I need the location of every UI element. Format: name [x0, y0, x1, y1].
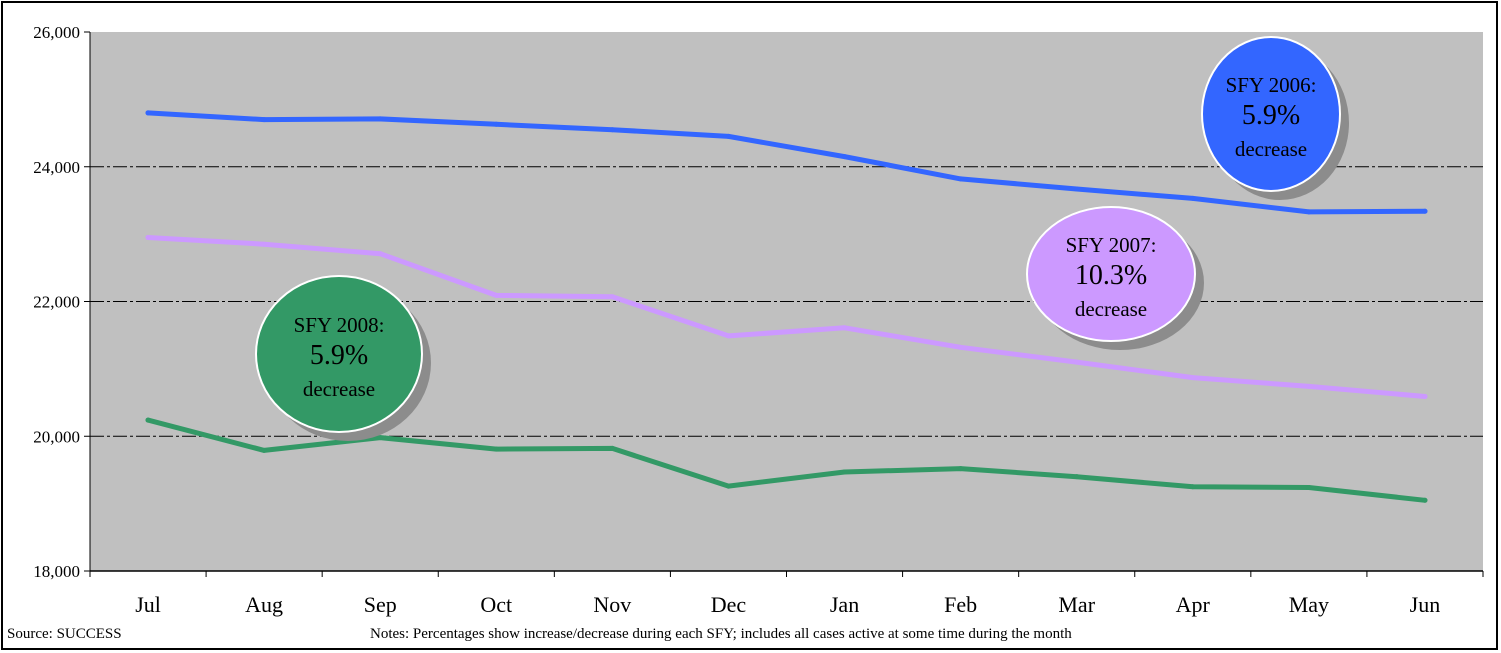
y-tick-label: 22,000: [33, 293, 80, 312]
bubble-caption: decrease: [1075, 297, 1147, 321]
x-tick-label: Sep: [364, 592, 397, 617]
y-tick-label: 20,000: [33, 427, 80, 446]
x-tick-label: Mar: [1058, 592, 1095, 617]
bubble-title: SFY 2008:: [294, 313, 385, 337]
annotation-sfy2008: SFY 2008: 5.9% decrease: [255, 275, 431, 441]
data-point-sfy2006: [1190, 195, 1196, 201]
data-point-sfy2006: [609, 127, 615, 133]
data-point-sfy2008: [1074, 474, 1080, 480]
data-point-sfy2008: [145, 417, 151, 423]
bubble-shape: [1026, 206, 1196, 342]
data-point-sfy2007: [493, 292, 499, 298]
bubble-percent: 5.9%: [310, 340, 368, 371]
data-point-sfy2007: [1306, 383, 1312, 389]
bubble-shape: [1201, 36, 1341, 192]
data-point-sfy2008: [493, 446, 499, 452]
data-point-sfy2007: [1074, 359, 1080, 365]
y-axis-ticks: 18,000 20,000 22,000 24,000 26,000: [33, 23, 90, 581]
notes-text: Notes: Percentages show increase/decreas…: [370, 626, 1072, 642]
data-point-sfy2007: [261, 241, 267, 247]
annotation-bubbles: SFY 2006: 5.9% decrease SFY 2007: 10.3% decre…: [255, 36, 1349, 441]
data-point-sfy2006: [377, 116, 383, 122]
data-point-sfy2007: [145, 234, 151, 240]
bubble-percent: 10.3%: [1075, 260, 1147, 291]
bubble-title: SFY 2006:: [1226, 73, 1317, 97]
data-point-sfy2006: [1422, 208, 1428, 214]
x-tick-label: Apr: [1176, 592, 1211, 617]
data-point-sfy2008: [725, 483, 731, 489]
data-point-sfy2007: [958, 344, 964, 350]
data-point-sfy2007: [609, 294, 615, 300]
x-tick-label: May: [1289, 592, 1329, 617]
bubble-title: SFY 2007:: [1066, 233, 1157, 257]
data-point-sfy2008: [377, 435, 383, 441]
data-point-sfy2007: [725, 333, 731, 339]
y-tick-label: 26,000: [33, 23, 80, 42]
data-point-sfy2008: [1422, 497, 1428, 503]
x-tick-label: Dec: [711, 592, 747, 617]
data-point-sfy2006: [725, 133, 731, 139]
source-note: Source: SUCCESS: [7, 626, 122, 642]
x-tick-label: Jan: [830, 592, 859, 617]
data-point-sfy2006: [1074, 186, 1080, 192]
data-point-sfy2008: [609, 445, 615, 451]
data-point-sfy2008: [1306, 484, 1312, 490]
data-point-sfy2007: [377, 251, 383, 257]
bubble-shape: [255, 275, 423, 433]
data-point-sfy2006: [145, 110, 151, 116]
data-point-sfy2006: [261, 117, 267, 123]
series-line-sfy2006: [145, 110, 1428, 215]
data-point-sfy2008: [261, 447, 267, 453]
data-point-sfy2008: [1190, 484, 1196, 490]
series-line-sfy2007: [145, 235, 1428, 399]
x-tick-label: Jun: [1410, 592, 1441, 617]
x-tick-label: Nov: [593, 592, 631, 617]
data-point-sfy2008: [842, 469, 848, 475]
bubble-caption: decrease: [303, 377, 375, 401]
x-tick-label: Aug: [245, 592, 283, 617]
bubble-percent: 5.9%: [1242, 100, 1300, 131]
y-tick-label: 24,000: [33, 158, 80, 177]
data-point-sfy2008: [958, 466, 964, 472]
data-point-sfy2006: [958, 176, 964, 182]
bubble-caption: decrease: [1235, 137, 1307, 161]
data-point-sfy2006: [842, 154, 848, 160]
y-tick-label: 18,000: [33, 562, 80, 581]
data-point-sfy2006: [493, 121, 499, 127]
data-point-sfy2006: [1306, 209, 1312, 215]
data-point-sfy2007: [842, 325, 848, 331]
annotation-sfy2006: SFY 2006: 5.9% decrease: [1201, 36, 1349, 200]
x-axis-ticks: Jul Aug Sep Oct Nov Dec Jan Feb Mar Apr May Jun: [89, 571, 1484, 617]
x-tick-label: Jul: [135, 592, 161, 617]
x-tick-label: Feb: [944, 592, 977, 617]
x-tick-label: Oct: [480, 592, 512, 617]
data-point-sfy2007: [1422, 393, 1428, 399]
data-point-sfy2007: [1190, 375, 1196, 381]
annotation-sfy2007: SFY 2007: 10.3% decrease: [1026, 206, 1204, 350]
